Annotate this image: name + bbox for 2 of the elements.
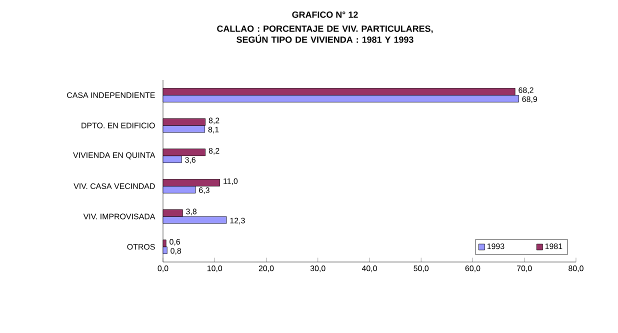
chart-subtitle: CALLAO : PORCENTAJE DE VIV. PARTICULARES, SEGÚN TIPO DE VIVIENDA : 1981 Y 1993 (217, 26, 433, 43)
chart-title: GRAFICO N° 12 (292, 12, 358, 18)
